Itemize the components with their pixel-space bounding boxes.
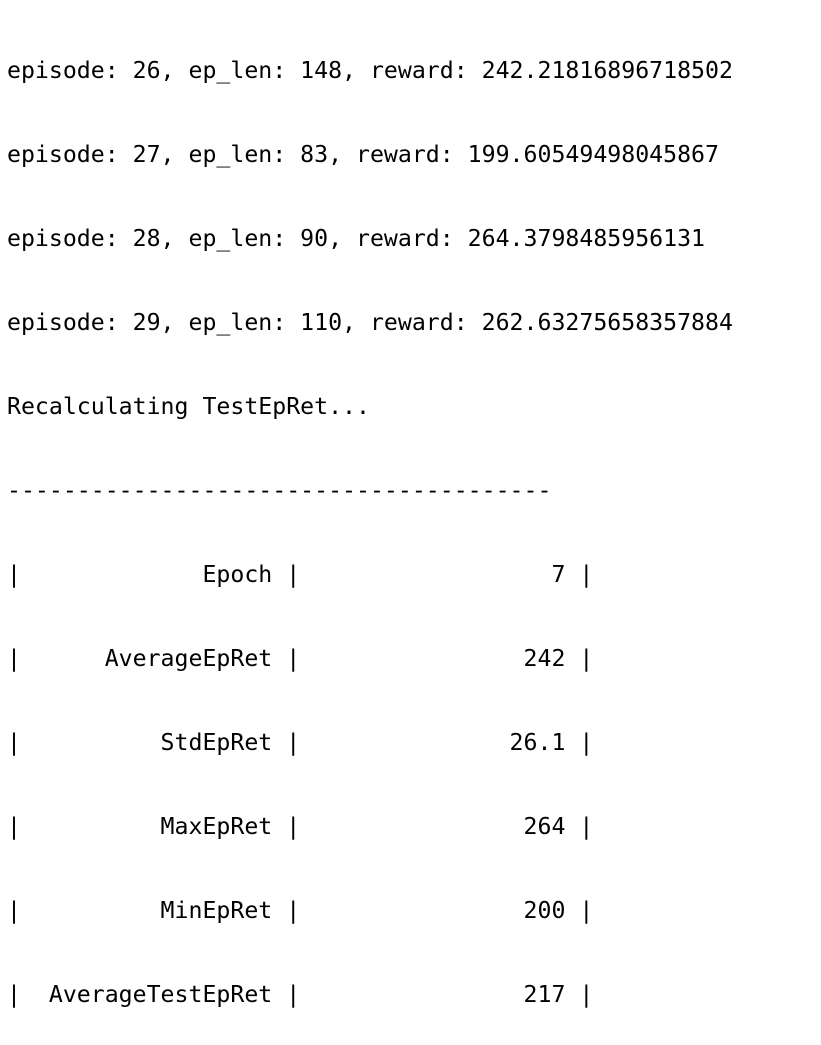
recalculating-message: Recalculating TestEpRet... (7, 393, 370, 420)
table-top-border: --------------------------------------- (7, 477, 552, 504)
episode-log-line: episode: 26, ep_len: 148, reward: 242.21… (7, 57, 733, 84)
table-row: | MinEpRet | 200 | (7, 897, 594, 924)
table-row: | AverageTestEpRet | 217 | (7, 981, 594, 1008)
episode-log-line: episode: 29, ep_len: 110, reward: 262.63… (7, 309, 733, 336)
episode-log-line: episode: 28, ep_len: 90, reward: 264.379… (7, 225, 706, 252)
table-row: | Epoch | 7 | (7, 561, 594, 588)
table-row: | AverageEpRet | 242 | (7, 645, 594, 672)
table-row: | MaxEpRet | 264 | (7, 813, 594, 840)
episode-log-line: episode: 27, ep_len: 83, reward: 199.605… (7, 141, 719, 168)
table-row: | StdEpRet | 26.1 | (7, 729, 594, 756)
